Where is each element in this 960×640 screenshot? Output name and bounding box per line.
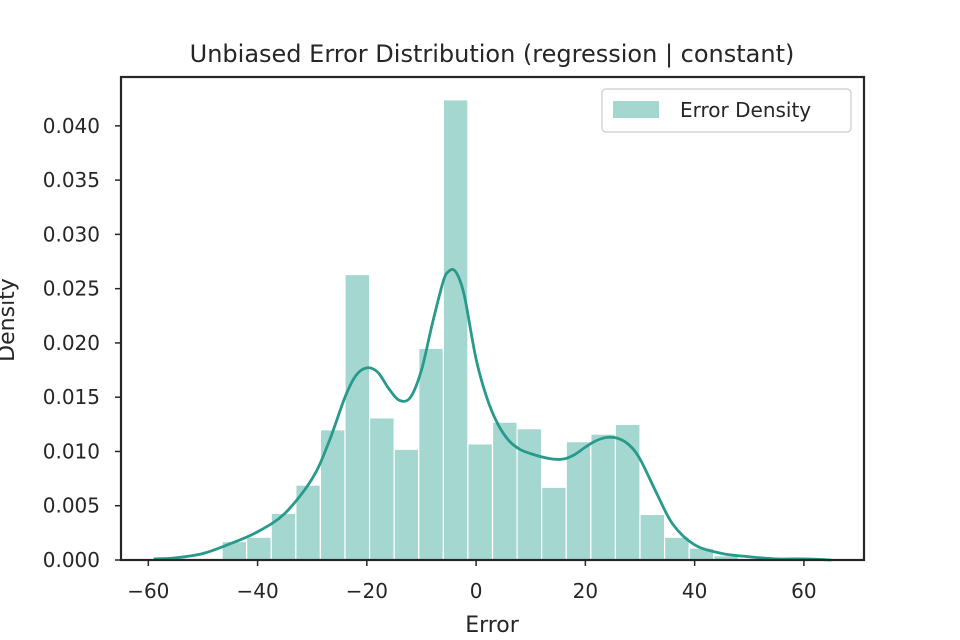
- x-tick-label: −20: [346, 579, 388, 603]
- y-tick-label: 0.020: [43, 331, 100, 355]
- histogram-bar: [590, 433, 617, 561]
- y-tick-label: 0.040: [43, 114, 100, 138]
- y-tick-label: 0.015: [43, 385, 100, 409]
- histogram-bar: [663, 536, 690, 561]
- histogram-bars: [221, 99, 739, 561]
- histogram-bar: [393, 448, 420, 561]
- histogram-bar: [246, 536, 272, 561]
- plot-frame: [119, 75, 866, 562]
- y-tick-label: 0.025: [43, 277, 100, 301]
- x-tick-label: 60: [791, 579, 816, 603]
- histogram-bar: [442, 99, 469, 561]
- histogram-bar: [418, 347, 444, 561]
- legend-box: [601, 88, 852, 133]
- histogram-bar: [614, 423, 641, 561]
- y-tick-label: 0.000: [43, 548, 100, 572]
- histogram-bar: [541, 486, 567, 561]
- y-axis-label: Density: [0, 278, 20, 362]
- histogram-bar: [639, 513, 666, 561]
- x-tick-label: −40: [236, 579, 278, 603]
- kde-curve-group: [153, 268, 832, 562]
- legend-swatch: [613, 101, 659, 118]
- kde-line: [153, 268, 832, 562]
- histogram-bar: [344, 273, 371, 561]
- legend: Error Density: [601, 88, 852, 133]
- legend-label: Error Density: [680, 98, 811, 122]
- y-tick-label: 0.035: [43, 168, 100, 192]
- y-axis-ticks: 0.000 0.005 0.010 0.015 0.020 0.025 0.030 0.035…: [43, 114, 121, 572]
- y-tick-label: 0.030: [43, 222, 100, 246]
- histogram-bar: [368, 417, 395, 561]
- y-tick-label: 0.005: [43, 494, 100, 518]
- x-tick-label: −60: [127, 579, 169, 603]
- y-tick-label: 0.010: [43, 439, 100, 463]
- histogram-bar: [467, 443, 494, 561]
- x-tick-label: 40: [682, 579, 707, 603]
- histogram-bar: [319, 429, 346, 561]
- x-tick-label: 20: [573, 579, 598, 603]
- histogram-bar: [491, 421, 518, 561]
- x-tick-label: 0: [470, 579, 483, 603]
- histogram-bar: [565, 441, 592, 561]
- x-axis-label: Error: [465, 613, 520, 638]
- chart-title: Unbiased Error Distribution (regression …: [190, 40, 795, 68]
- x-axis-ticks: −60 −40 −20 0 20 40 60: [127, 560, 817, 603]
